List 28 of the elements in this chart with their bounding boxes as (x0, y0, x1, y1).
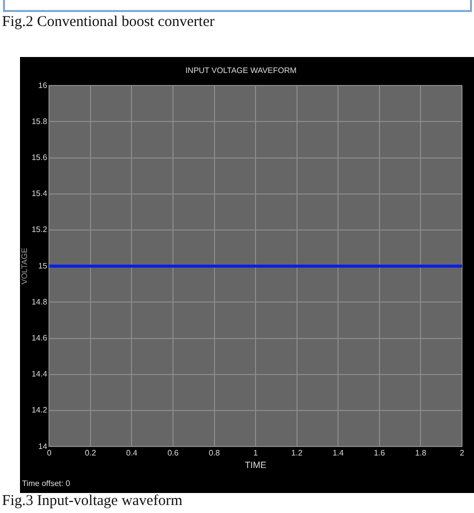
y-tick-label: 15.6 (32, 153, 48, 162)
x-tick-label: 0.6 (167, 448, 180, 458)
y-tick-label: 16 (38, 80, 48, 90)
y-tick-label: 14.8 (32, 297, 48, 306)
y-tick-label: 15.8 (32, 116, 48, 126)
y-tick-label: 14.4 (32, 370, 48, 379)
y-tick-label: 15.2 (32, 225, 48, 234)
x-tick-label: 0.4 (126, 448, 138, 458)
x-tick-label: 0.2 (84, 448, 97, 458)
x-tick-label: 0 (46, 448, 52, 458)
chart-title: INPUT VOLTAGE WAVEFORM (185, 66, 297, 76)
x-tick-label: 0.8 (208, 448, 220, 458)
x-tick-label: 1 (253, 448, 258, 458)
text: Time offset: 0 (22, 479, 70, 488)
y-tick-label: 15 (38, 261, 48, 270)
x-tick-label: 1.6 (374, 448, 386, 458)
x-axis-title: TIME (244, 460, 266, 470)
x-tick-label: 1.2 (291, 448, 303, 458)
caption: Fig.2 Conventional boost converter (2, 14, 214, 31)
x-tick-label: 1.8 (415, 448, 427, 458)
caption: Fig.3 Input-voltage waveform (2, 493, 182, 510)
y-tick-label: 14.2 (32, 406, 48, 415)
y-tick-label: 14 (38, 442, 48, 451)
y-tick-label: 15.4 (32, 189, 48, 198)
x-tick-label: 2 (460, 448, 465, 458)
y-tick-label: 14.6 (32, 334, 48, 343)
y-axis-title: VOLTAGE (20, 248, 30, 284)
x-tick-label: 1.4 (332, 448, 344, 458)
